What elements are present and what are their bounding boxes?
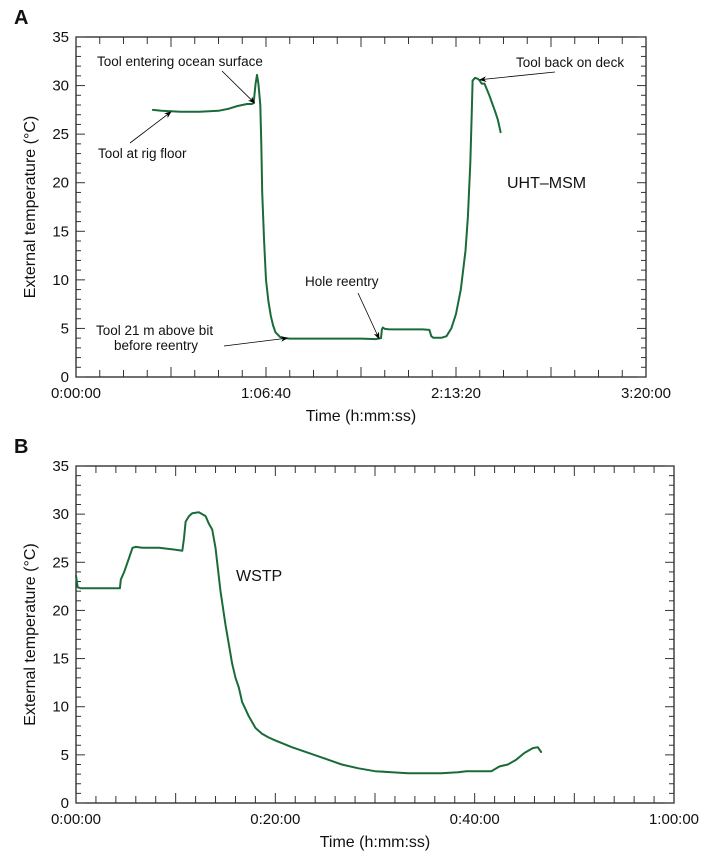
annotation-arrow [357,292,380,340]
y-axis-title: External temperature (°C) [22,543,39,725]
series-line-uht-msm [151,73,502,341]
y-tick-label: 0 [61,369,69,386]
annotation: Tool at rig floor [98,111,187,161]
y-tick-label: 15 [52,223,69,240]
y-tick-label: 25 [52,126,69,143]
y-tick-label: 10 [52,699,69,716]
annotation-arrow [479,71,556,82]
panel-b: B 0 5 10 15 20 25 30 35 0:00:00 0:20:00 0:40:00 1:00… [14,436,699,851]
series-line-wstp [75,511,543,775]
x-tick-label: 1:06:40 [241,385,291,402]
annotation: Tool entering ocean surface [97,54,263,104]
plot-frame [75,465,675,804]
y-axis-title: External temperature (°C) [22,116,39,298]
y-tick-label: 0 [61,795,69,812]
y-tick-label: 10 [52,272,69,289]
x-tick-label: 2:13:20 [431,385,481,402]
x-tick-label: 0:20:00 [250,811,300,828]
annotation-text: Hole reentry [305,274,379,289]
annotation: Tool back on deck [479,55,624,82]
x-axis-title: Time (h:mm:ss) [320,834,431,851]
annotation-arrow [221,70,256,104]
y-tick-label: 20 [52,175,69,192]
y-tick-label: 35 [52,458,69,475]
x-axis: 0:00:00 0:20:00 0:40:00 1:00:00 [51,466,699,828]
x-tick-label: 0:00:00 [51,811,101,828]
annotation-text: Tool back on deck [516,55,624,70]
y-tick-label: 30 [52,506,69,523]
y-axis: 0 5 10 15 20 25 30 35 [52,458,674,812]
annotation-text: Tool 21 m above bit [96,323,213,338]
annotation: Hole reentry [305,274,380,340]
panel-label: B [14,436,28,458]
x-tick-label: 1:00:00 [649,811,699,828]
y-tick-label: 5 [61,320,69,337]
y-tick-label: 20 [52,602,69,619]
panel-a: A 0 5 10 15 20 25 30 35 0:00:00 1:06:40 2:13:20 3:20… [14,7,671,425]
y-axis: 0 5 10 15 20 25 30 35 [52,29,646,386]
annotation-text: before reentry [114,338,198,353]
y-tick-label: 5 [61,747,69,764]
x-tick-label: 0:40:00 [450,811,500,828]
y-tick-label: 25 [52,554,69,571]
annotation-arrow [223,336,289,347]
annotation-text: Tool entering ocean surface [97,54,263,69]
y-tick-label: 15 [52,651,69,668]
y-tick-label: 30 [52,78,69,95]
x-axis-title: Time (h:mm:ss) [306,408,417,425]
x-axis: 0:00:00 1:06:40 2:13:20 3:20:00 [51,37,671,402]
series-label: UHT–MSM [507,175,586,192]
x-tick-label: 3:20:00 [621,385,671,402]
x-tick-label: 0:00:00 [51,385,101,402]
annotation-arrow [129,111,172,144]
annotation-text: Tool at rig floor [98,146,187,161]
y-tick-label: 35 [52,29,69,46]
panel-label: A [14,7,28,29]
series-label: WSTP [236,568,282,585]
